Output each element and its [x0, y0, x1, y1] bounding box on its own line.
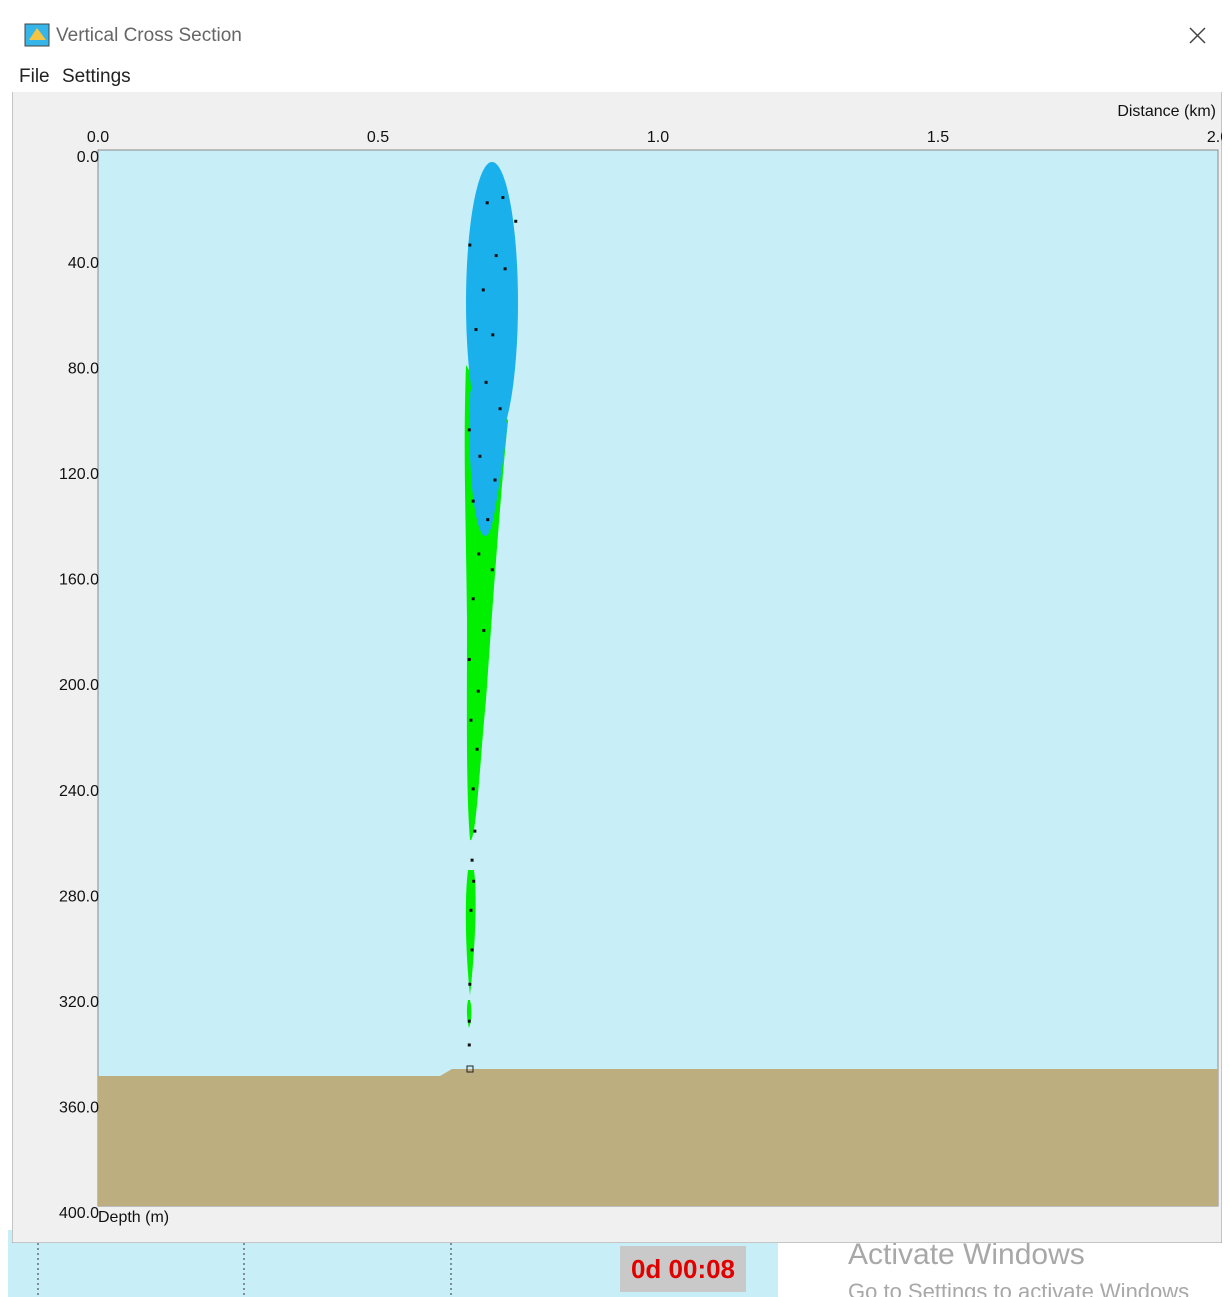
- particle: [494, 479, 497, 482]
- y-tick-label: 160.0: [59, 572, 99, 589]
- particle: [468, 658, 471, 661]
- y-tick-label: 320.0: [59, 994, 99, 1011]
- y-tick-label: 0.0: [77, 149, 99, 166]
- y-tick-label: 400.0: [59, 1205, 99, 1222]
- x-tick-label: 2.0: [1207, 129, 1229, 146]
- y-tick-label: 120.0: [59, 466, 99, 483]
- particle: [485, 381, 488, 384]
- menu-bar: [12, 60, 1222, 92]
- particle: [472, 500, 475, 503]
- particle: [468, 983, 471, 986]
- window: Vertical Cross Section File Settings Dis…: [12, 10, 1229, 1243]
- particle: [486, 201, 489, 204]
- y-tick-label: 80.0: [68, 360, 99, 377]
- particle: [477, 552, 480, 555]
- particle: [482, 288, 485, 291]
- x-tick-label: 1.0: [647, 129, 669, 146]
- particle: [471, 948, 474, 951]
- particle: [468, 1043, 471, 1046]
- y-tick-label: 200.0: [59, 677, 99, 694]
- particle: [473, 830, 476, 833]
- x-axis-label: Distance (km): [1117, 103, 1216, 120]
- particle: [495, 254, 498, 257]
- x-tick-label: 0.0: [87, 129, 109, 146]
- y-tick-label: 360.0: [59, 1100, 99, 1117]
- y-tick-label: 280.0: [59, 888, 99, 905]
- x-tick-label: 0.5: [367, 129, 389, 146]
- particle: [468, 1020, 471, 1023]
- particle: [475, 328, 478, 331]
- y-axis-label: Depth (m): [98, 1209, 169, 1226]
- menu-item[interactable]: File: [19, 66, 50, 87]
- plume-blue: [466, 162, 518, 444]
- particle: [472, 787, 475, 790]
- particle: [471, 859, 474, 862]
- particle: [476, 748, 479, 751]
- particle: [491, 568, 494, 571]
- y-tick-label: 40.0: [68, 255, 99, 272]
- seabed: [98, 1069, 1218, 1206]
- particle: [501, 196, 504, 199]
- plot-area: [98, 150, 1218, 1206]
- particle: [469, 719, 472, 722]
- screen: 0d 00:08 Activate Windows Go to Settings…: [0, 0, 1230, 1297]
- particle: [514, 220, 517, 223]
- particle: [486, 518, 489, 521]
- particle: [477, 690, 480, 693]
- watermark-subtitle: Go to Settings to activate Windows: [848, 1279, 1189, 1297]
- particle: [472, 880, 475, 883]
- particle: [504, 267, 507, 270]
- particle: [478, 455, 481, 458]
- page: { "window": {"title": "Vertical Cross Se…: [0, 0, 1230, 1297]
- timer: 0d 00:08: [631, 1254, 735, 1284]
- window-title: Vertical Cross Section: [56, 25, 242, 46]
- y-tick-label: 240.0: [59, 783, 99, 800]
- particle: [491, 333, 494, 336]
- particle: [469, 909, 472, 912]
- particle: [472, 597, 475, 600]
- particle: [482, 629, 485, 632]
- particle: [468, 428, 471, 431]
- x-tick-label: 1.5: [927, 129, 949, 146]
- menu-item[interactable]: Settings: [62, 66, 131, 87]
- particle: [499, 407, 502, 410]
- particle: [468, 244, 471, 247]
